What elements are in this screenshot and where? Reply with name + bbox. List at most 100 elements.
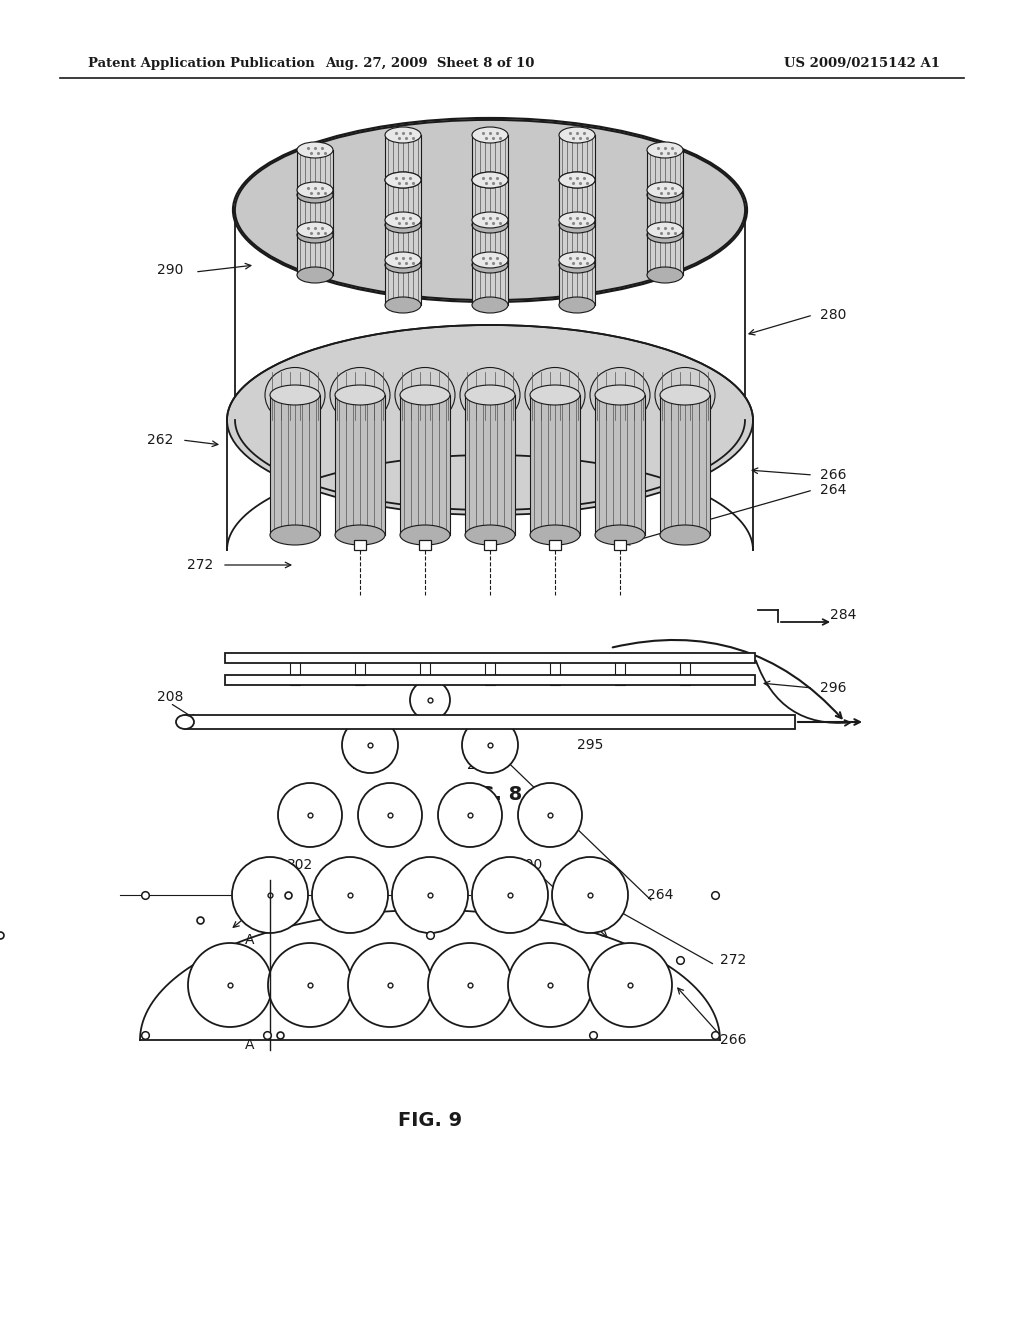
Bar [225, 675, 755, 685]
Circle shape [472, 857, 548, 933]
Ellipse shape [297, 143, 333, 158]
Bar [647, 190, 683, 235]
Ellipse shape [330, 367, 390, 422]
Bar [420, 653, 430, 685]
Ellipse shape [559, 297, 595, 313]
Ellipse shape [647, 222, 683, 238]
Ellipse shape [385, 127, 421, 143]
Circle shape [410, 680, 450, 719]
Ellipse shape [297, 222, 333, 238]
Text: 282: 282 [382, 141, 409, 154]
Bar [335, 395, 385, 535]
Bar [297, 190, 333, 235]
Ellipse shape [465, 385, 515, 405]
Ellipse shape [655, 367, 715, 422]
Bar [297, 230, 333, 275]
Ellipse shape [530, 385, 580, 405]
Ellipse shape [472, 297, 508, 313]
Text: FIG. 9: FIG. 9 [398, 1110, 462, 1130]
Bar [550, 653, 560, 685]
Bar [472, 135, 508, 180]
Text: 266: 266 [720, 1034, 746, 1047]
Ellipse shape [234, 120, 745, 300]
Ellipse shape [590, 367, 650, 422]
Circle shape [462, 717, 518, 774]
Ellipse shape [270, 525, 319, 545]
Circle shape [268, 942, 352, 1027]
Text: 280: 280 [820, 308, 847, 322]
Bar [225, 653, 755, 663]
Bar [485, 653, 495, 685]
Ellipse shape [385, 257, 421, 273]
Ellipse shape [647, 143, 683, 158]
Bar [400, 395, 450, 535]
Text: FIG. 8: FIG. 8 [458, 785, 522, 804]
Ellipse shape [460, 367, 520, 422]
Text: US 2009/0215142 A1: US 2009/0215142 A1 [784, 57, 940, 70]
Bar [185, 715, 795, 729]
Text: 290: 290 [157, 263, 183, 277]
Text: Patent Application Publication: Patent Application Publication [88, 57, 314, 70]
Ellipse shape [595, 385, 645, 405]
Ellipse shape [297, 182, 333, 198]
Bar [385, 220, 421, 265]
Text: 300: 300 [517, 858, 543, 873]
Text: 260: 260 [542, 140, 568, 154]
Text: A: A [246, 933, 255, 946]
Circle shape [552, 857, 628, 933]
Circle shape [518, 783, 582, 847]
Bar [680, 653, 690, 685]
Circle shape [312, 857, 388, 933]
Text: 208: 208 [157, 690, 183, 704]
Bar [419, 540, 431, 550]
Circle shape [392, 857, 468, 933]
Ellipse shape [559, 257, 595, 273]
Ellipse shape [234, 120, 745, 300]
Ellipse shape [270, 385, 319, 405]
Ellipse shape [335, 385, 385, 405]
Ellipse shape [660, 385, 710, 405]
Bar [290, 653, 300, 685]
Bar [385, 260, 421, 305]
Bar [530, 395, 580, 535]
Bar [297, 150, 333, 195]
Ellipse shape [525, 367, 585, 422]
Ellipse shape [647, 187, 683, 203]
Ellipse shape [559, 213, 595, 228]
Bar [472, 180, 508, 224]
Bar [559, 220, 595, 265]
Bar [614, 540, 626, 550]
Text: 266: 266 [820, 469, 847, 482]
Bar [549, 540, 561, 550]
Ellipse shape [647, 267, 683, 282]
Ellipse shape [395, 367, 455, 422]
Ellipse shape [385, 213, 421, 228]
Ellipse shape [595, 525, 645, 545]
Ellipse shape [472, 172, 508, 187]
Bar [472, 260, 508, 305]
Circle shape [278, 783, 342, 847]
Ellipse shape [559, 252, 595, 268]
Ellipse shape [385, 172, 421, 187]
Ellipse shape [647, 227, 683, 243]
Ellipse shape [385, 172, 421, 187]
Text: 295: 295 [577, 738, 603, 752]
Bar [559, 135, 595, 180]
Bar [465, 395, 515, 535]
Bar [647, 230, 683, 275]
Bar [615, 653, 625, 685]
Text: 296: 296 [820, 681, 847, 696]
Ellipse shape [385, 216, 421, 234]
Circle shape [588, 942, 672, 1027]
Ellipse shape [647, 182, 683, 198]
Text: 302: 302 [287, 858, 313, 873]
Text: 284: 284 [830, 609, 856, 622]
Text: A: A [246, 1038, 255, 1052]
Text: 264: 264 [820, 483, 847, 498]
Text: 291: 291 [467, 758, 494, 772]
Ellipse shape [385, 252, 421, 268]
Text: 268: 268 [352, 758, 378, 772]
Ellipse shape [465, 525, 515, 545]
Ellipse shape [234, 330, 745, 510]
Text: 272: 272 [186, 558, 213, 572]
